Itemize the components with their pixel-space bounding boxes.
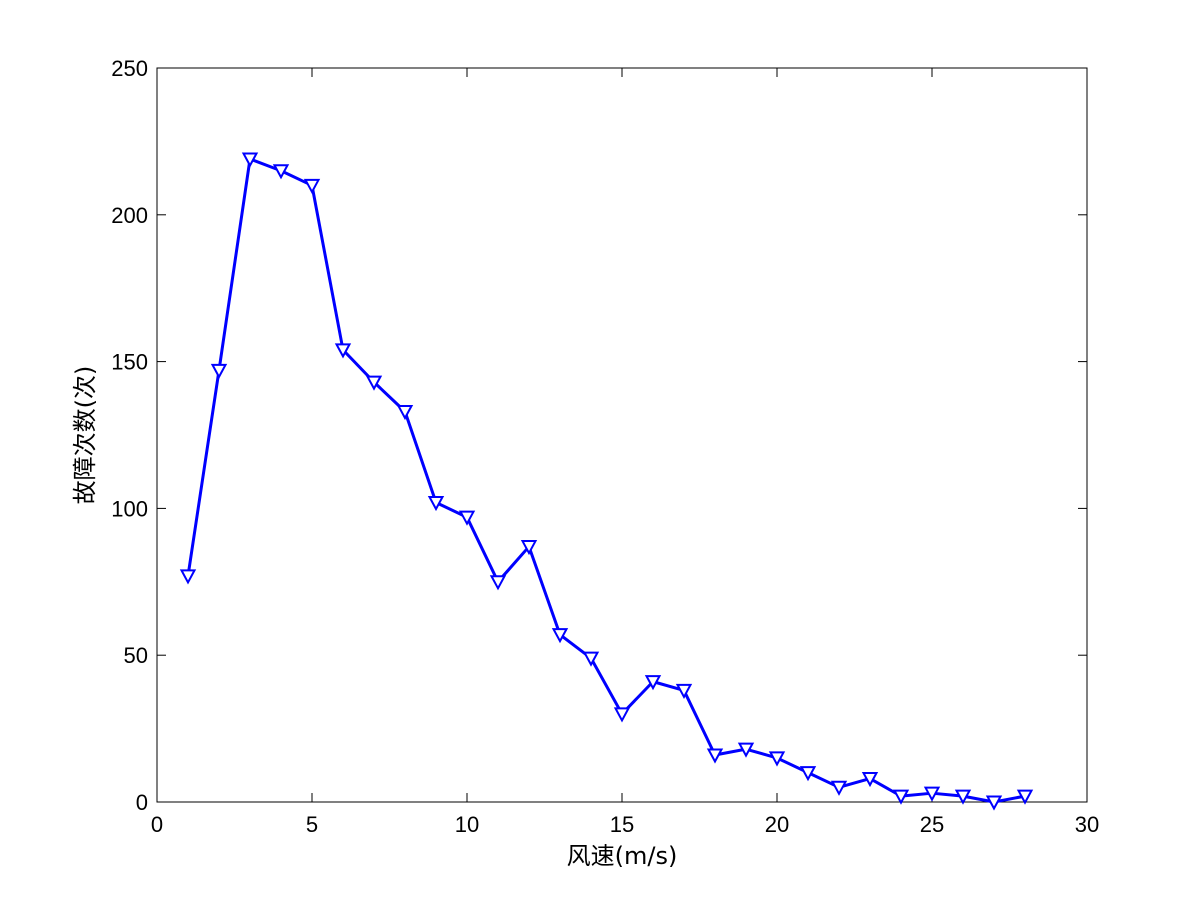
data-point-marker [427, 496, 445, 512]
y-tick-label: 250 [111, 56, 148, 81]
data-point-marker [706, 748, 724, 764]
data-point-marker [551, 628, 569, 644]
x-tick-label: 0 [151, 812, 163, 837]
data-point-marker [582, 651, 600, 667]
data-point-marker [303, 178, 321, 195]
data-point-marker [799, 766, 817, 782]
data-point-marker [334, 343, 352, 359]
data-point-marker [768, 751, 786, 767]
x-tick-label: 10 [455, 812, 479, 837]
data-point-marker [644, 675, 662, 691]
x-tick-label: 20 [765, 812, 789, 837]
y-tick-label: 200 [111, 203, 148, 228]
y-axis-title: 故障次数(次) [71, 366, 99, 505]
data-point-marker [489, 575, 507, 591]
data-point-marker [241, 152, 259, 168]
data-point-marker [210, 363, 228, 380]
x-tick-label: 15 [610, 812, 634, 837]
y-tick-label: 50 [124, 643, 148, 668]
x-tick-label: 5 [306, 812, 318, 837]
data-point-marker [830, 780, 848, 796]
data-point-marker [365, 375, 383, 391]
x-axis-title: 风速(m/s) [567, 842, 678, 870]
data-point-marker [520, 540, 538, 556]
data-point-marker [458, 510, 476, 526]
series-layer [179, 152, 1034, 811]
y-tick-label: 100 [111, 496, 148, 521]
y-axis-ticks: 0 50 100 150 200 250 [111, 56, 1087, 815]
y-tick-label: 150 [111, 350, 148, 375]
data-point-marker [861, 771, 879, 788]
data-point-marker [954, 789, 972, 805]
data-point-marker [737, 742, 755, 758]
data-point-marker [923, 786, 941, 802]
series-line [186, 157, 1026, 804]
data-point-marker [272, 164, 290, 180]
data-point-marker [985, 795, 1003, 811]
x-tick-label: 25 [920, 812, 944, 837]
data-point-marker [613, 707, 631, 723]
data-point-marker [179, 569, 197, 585]
data-point-marker [396, 404, 414, 421]
x-tick-label: 30 [1075, 812, 1099, 837]
data-point-marker [1016, 789, 1034, 805]
y-tick-label: 0 [136, 790, 148, 815]
x-axis-ticks: 0 5 10 15 20 25 30 [151, 68, 1099, 837]
data-point-marker [675, 683, 693, 700]
data-point-marker [892, 789, 910, 805]
